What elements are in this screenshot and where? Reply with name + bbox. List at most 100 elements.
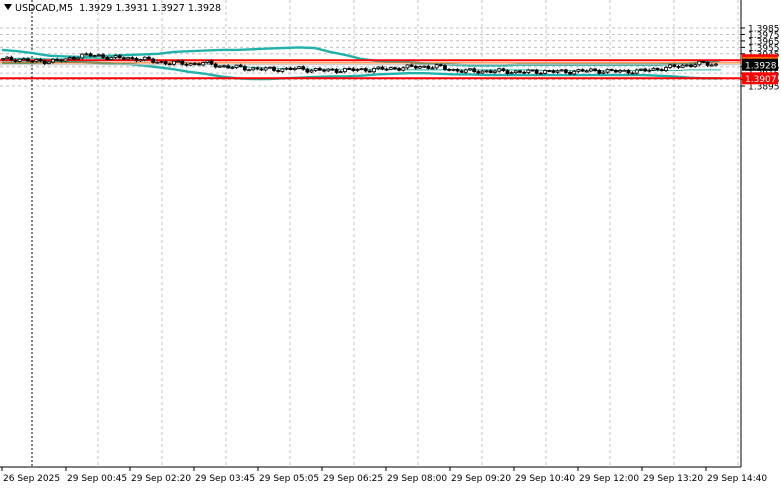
time-tick-label: 29 Sep 08:00 — [387, 474, 447, 484]
candle-body — [601, 71, 606, 74]
candle-body — [380, 66, 385, 70]
candle-body — [226, 65, 231, 69]
candle-body — [434, 64, 439, 69]
candle-body — [563, 69, 568, 73]
candle-body — [568, 72, 572, 75]
time-tick-label: 29 Sep 03:45 — [195, 474, 255, 484]
candle-body — [397, 68, 402, 71]
candle-body — [130, 57, 135, 59]
bollinger-lower-line — [2, 61, 721, 81]
candle-body — [122, 57, 126, 60]
candle-body — [251, 67, 256, 71]
candle-body — [84, 53, 89, 56]
candle-body — [589, 68, 593, 72]
candle-body — [480, 70, 485, 74]
candle-body — [326, 68, 331, 72]
candle-body — [217, 65, 222, 68]
candle-body — [368, 70, 372, 73]
candle-body — [639, 68, 643, 71]
candle-body — [401, 67, 406, 71]
candle-body — [538, 72, 543, 75]
candle-body — [159, 61, 164, 64]
candle-body — [301, 66, 306, 70]
candle-body — [463, 69, 468, 73]
time-tick-label: 29 Sep 10:40 — [515, 474, 575, 484]
candle-body — [197, 63, 201, 66]
candle-body — [488, 70, 493, 73]
candle-body — [672, 64, 677, 67]
candle-body — [126, 57, 130, 60]
candle-body — [476, 71, 481, 74]
candles — [1, 52, 718, 76]
candle-body — [263, 67, 268, 71]
candle-body — [288, 67, 293, 71]
candle-body — [276, 70, 281, 72]
candle-body — [372, 68, 376, 73]
candle-body — [701, 60, 706, 63]
candle-body — [659, 69, 664, 71]
candle-body — [255, 67, 260, 70]
candle-body — [322, 69, 326, 72]
time-tick-label: 29 Sep 06:25 — [323, 474, 383, 484]
candle-body — [334, 69, 339, 73]
candle-body — [97, 54, 101, 57]
candle-body — [426, 65, 431, 69]
lower-level-price-tag: 1.3907 — [742, 72, 778, 85]
symbol-label: USDCAD,M5 — [15, 3, 74, 14]
candle-body — [534, 69, 539, 74]
candle-body — [347, 68, 351, 70]
candle-body — [59, 59, 64, 62]
candle-body — [80, 53, 85, 59]
candle-body — [501, 68, 506, 72]
candle-body — [284, 67, 289, 70]
candle-body — [689, 64, 693, 67]
candle-body — [493, 70, 497, 73]
candle-body — [242, 66, 247, 71]
candle-body — [351, 68, 356, 71]
price-tick-label: 1.3895 — [748, 83, 780, 93]
candle-body — [343, 68, 347, 73]
candle-body — [614, 70, 618, 73]
candle-body — [530, 69, 535, 72]
candle-body — [5, 56, 10, 60]
ohlc-label: 1.3929 1.3931 1.3927 1.3928 — [79, 3, 222, 14]
candle-body — [317, 68, 322, 71]
candle-body — [655, 67, 660, 70]
candle-body — [593, 68, 597, 71]
candle-body — [184, 63, 189, 66]
candle-body — [192, 63, 197, 65]
candle-body — [705, 61, 710, 66]
candle-body — [26, 58, 30, 62]
candle-body — [505, 70, 510, 75]
collapse-triangle-icon[interactable] — [4, 4, 12, 10]
candle-body — [188, 63, 193, 66]
candle-body — [551, 70, 556, 73]
candle-body — [305, 68, 310, 73]
candle-body — [555, 70, 560, 73]
candle-body — [280, 68, 285, 72]
candle-body — [580, 69, 585, 72]
candle-body — [297, 66, 301, 69]
candle-body — [597, 70, 602, 74]
candle-body — [693, 64, 698, 67]
candle-body — [338, 71, 343, 74]
candle-body — [63, 58, 68, 62]
candle-body — [363, 68, 368, 72]
candle-body — [267, 66, 272, 69]
candle-body — [1, 58, 5, 61]
candle-body — [147, 56, 151, 60]
candle-body — [17, 58, 22, 62]
candle-body — [309, 69, 314, 73]
candle-body — [101, 54, 105, 58]
candle-body — [388, 67, 393, 70]
candle-body — [9, 56, 14, 61]
candle-body — [34, 59, 39, 62]
candle-body — [526, 69, 531, 73]
candle-body — [422, 65, 427, 68]
candle-body — [46, 61, 51, 64]
candle-body — [572, 70, 577, 75]
candle-body — [413, 65, 418, 69]
candle-body — [272, 66, 276, 71]
